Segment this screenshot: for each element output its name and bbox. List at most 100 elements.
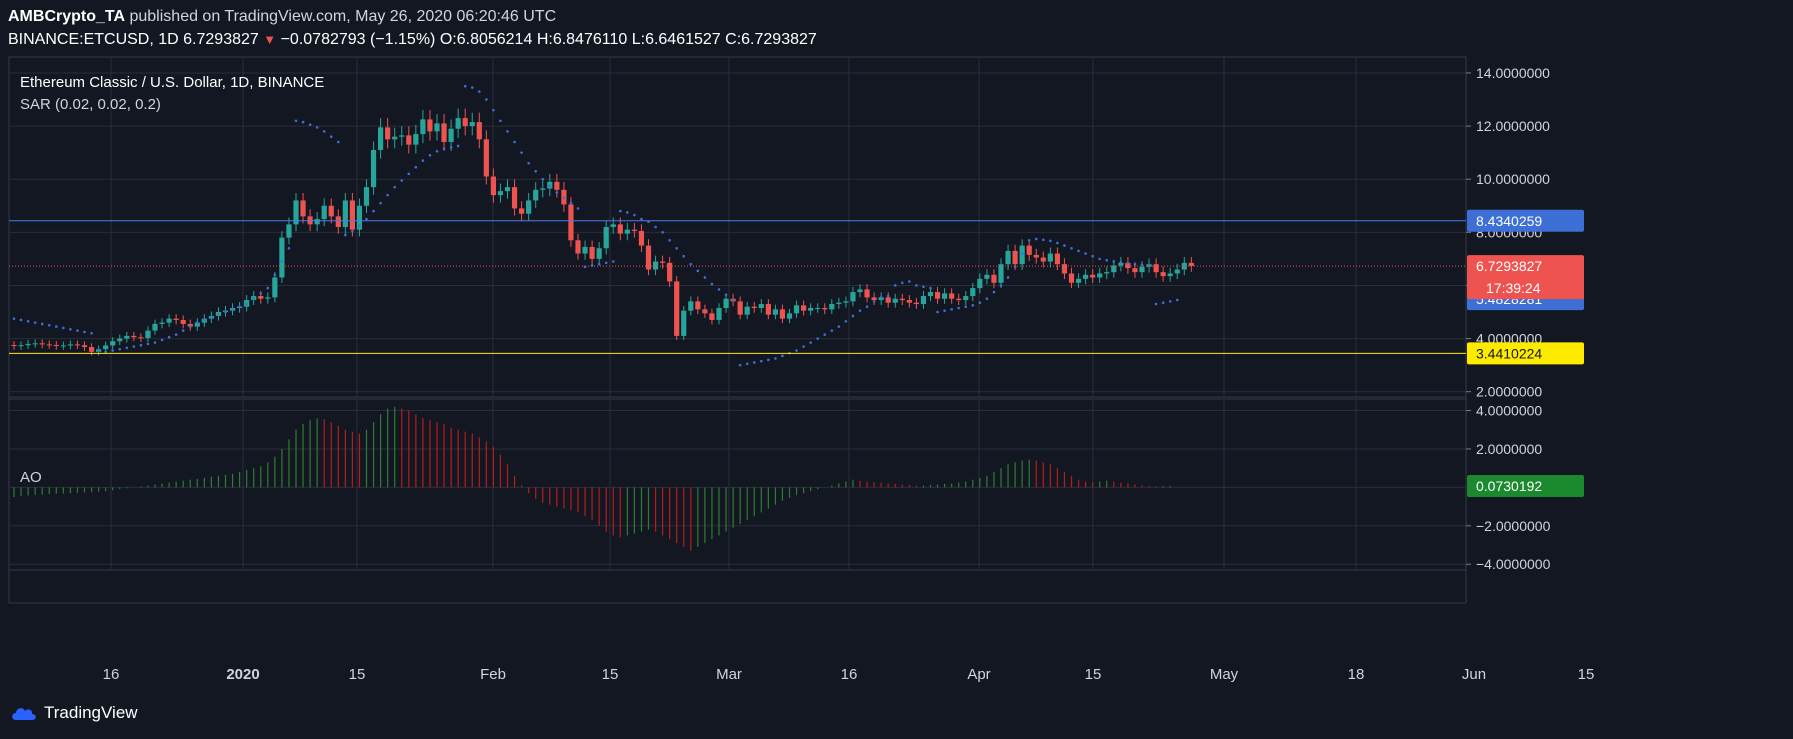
sar-dot <box>936 310 939 314</box>
candle-body <box>1019 245 1025 265</box>
candle-body <box>603 227 609 249</box>
candle-body <box>81 345 88 348</box>
candle-body <box>39 343 45 345</box>
candle-body <box>1160 272 1166 277</box>
candle-body <box>138 337 144 339</box>
sar-dot <box>710 282 714 286</box>
sar-dot <box>985 297 989 301</box>
candle-body <box>638 230 645 246</box>
sar-dot <box>879 296 883 299</box>
sar-dot <box>604 261 608 265</box>
sar-dot <box>992 290 996 294</box>
candle-body <box>674 281 680 336</box>
x-tick-label: 15 <box>1578 666 1595 683</box>
sar-dot <box>379 201 382 205</box>
sar-dot <box>865 305 869 308</box>
sar-dot <box>597 262 601 266</box>
x-tick-label: Feb <box>480 666 506 683</box>
price-tick-label: 12.0000000 <box>1476 118 1550 134</box>
sar-dot <box>886 294 890 298</box>
sar-dot <box>851 314 855 318</box>
candle-body <box>328 205 334 217</box>
candle-body <box>956 298 962 301</box>
candle-body <box>314 219 320 225</box>
candle-body <box>688 301 694 311</box>
low-label: L: <box>631 31 646 48</box>
sar-dot <box>492 108 495 112</box>
ohlc-header: BINANCE:ETCUSD, 1D 6.7293827 ▼ −0.078279… <box>8 29 817 51</box>
symbol-label: BINANCE:ETCUSD, 1D <box>8 31 179 48</box>
candle-body <box>1174 269 1180 274</box>
tradingview-logo[interactable]: TradingView <box>10 703 138 723</box>
candle-body <box>1153 264 1159 273</box>
sar-dot <box>999 284 1003 287</box>
candle-body <box>645 245 652 270</box>
candle-body <box>899 298 905 301</box>
candle-body <box>1167 273 1173 277</box>
sar-dot <box>1175 298 1179 302</box>
sar-dot <box>1112 260 1116 263</box>
ao-tick-label: −4.0000000 <box>1476 556 1551 572</box>
sar-dot <box>83 330 86 334</box>
candle-body <box>511 187 518 209</box>
candle-body <box>321 205 327 220</box>
published-text: published on TradingView.com, May 26, 20… <box>129 8 557 25</box>
candle-body <box>885 297 891 303</box>
sar-dot <box>358 224 361 227</box>
sar-legend: SAR (0.02, 0.02, 0.2) <box>20 96 161 113</box>
sar-dot <box>442 147 446 150</box>
price-change: −0.0782793 (−1.15%) <box>280 31 436 48</box>
sar-dot <box>978 301 982 305</box>
sar-dot <box>210 316 213 319</box>
candle-body <box>801 305 807 311</box>
sar-dot <box>872 300 876 303</box>
x-tick-label: 15 <box>1085 666 1102 683</box>
sar-dot <box>386 193 389 197</box>
candle-body <box>300 200 306 217</box>
sar-dot <box>1161 301 1165 305</box>
candle-body <box>483 139 489 177</box>
candle-body <box>272 277 278 298</box>
candle-body <box>74 344 81 346</box>
sar-dot <box>717 288 721 291</box>
candle-body <box>497 191 504 196</box>
sar-dot <box>752 361 756 364</box>
sar-dot <box>1126 261 1130 265</box>
sar-dot <box>139 343 143 347</box>
sar-dot <box>1042 238 1045 242</box>
candle-body <box>1132 268 1138 273</box>
x-tick-label: May <box>1210 666 1239 683</box>
author-name[interactable]: AMBCrypto_TA <box>8 8 126 25</box>
candle-body <box>575 240 581 254</box>
candle-body <box>519 208 525 214</box>
candle-body <box>1188 262 1194 267</box>
price-pane <box>8 56 1467 398</box>
sar-dot <box>689 262 693 266</box>
sar-dot <box>922 285 925 289</box>
ao-value-bg <box>1467 474 1584 497</box>
low-value: 6.6461527 <box>645 31 721 48</box>
sar-dot <box>97 349 100 352</box>
candle-body <box>392 136 398 140</box>
candle-body <box>723 298 729 309</box>
sar-dot <box>26 319 30 323</box>
sar-dot <box>40 322 44 326</box>
candle-body <box>279 237 285 278</box>
candle-body <box>286 224 292 238</box>
candle-body <box>695 301 701 310</box>
candle-body <box>716 308 722 320</box>
sar-dot <box>943 309 946 312</box>
candle-body <box>265 297 271 299</box>
sar-dot <box>224 310 227 314</box>
candle-body <box>871 297 877 301</box>
x-tick-label: 16 <box>103 666 120 683</box>
sar-dot <box>407 172 411 176</box>
sar-dot <box>1063 244 1066 247</box>
candle-body <box>596 248 602 259</box>
candle-body <box>124 335 130 339</box>
sar-dot <box>287 246 291 250</box>
sar-dot <box>470 86 474 89</box>
candle-body <box>906 300 912 303</box>
sar-dot <box>527 161 530 165</box>
